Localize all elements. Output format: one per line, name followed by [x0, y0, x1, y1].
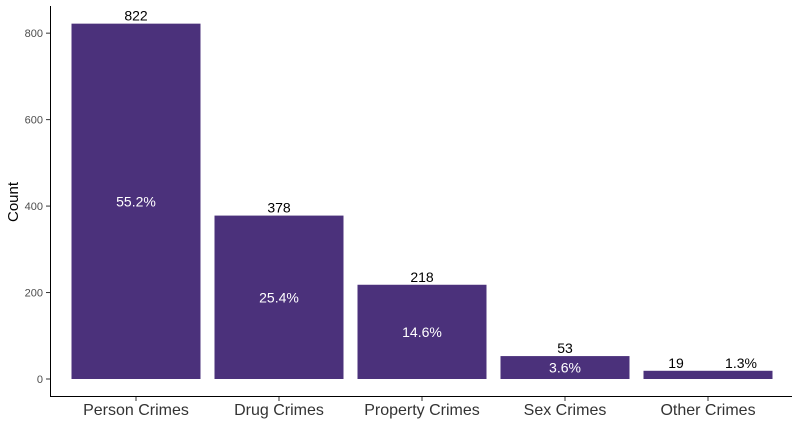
- bar-percent-label: 1.3%: [725, 355, 757, 371]
- x-tick-label: Drug Crimes: [234, 402, 324, 419]
- y-axis-title: Count: [5, 181, 22, 222]
- bar: [71, 23, 201, 379]
- x-axis-ticks: Person Crimes Drug Crimes Property Crimes S…: [83, 397, 756, 419]
- bar-count-label: 53: [557, 340, 573, 356]
- bar: [357, 284, 487, 379]
- x-tick-label: Sex Crimes: [524, 402, 607, 419]
- y-tick-label: 600: [25, 115, 43, 127]
- y-tick-label: 400: [25, 201, 43, 213]
- y-tick-label: 200: [25, 288, 43, 300]
- bar-count-label: 19: [668, 355, 684, 371]
- x-tick-label: Person Crimes: [83, 402, 189, 419]
- bar-count-label: 218: [410, 269, 434, 285]
- x-tick-label: Property Crimes: [364, 402, 480, 419]
- y-axis-ticks: 0 200 400 600 800: [25, 28, 50, 386]
- bar-percent-label: 3.6%: [549, 360, 581, 376]
- bars-group: [71, 23, 773, 379]
- bar-count-label: 378: [267, 200, 291, 216]
- bar-count-label: 822: [124, 8, 148, 24]
- x-tick-label: Other Crimes: [660, 402, 755, 419]
- y-tick-label: 0: [37, 374, 43, 386]
- bar-percent-label: 55.2%: [116, 193, 156, 209]
- bar: [214, 215, 344, 379]
- count-labels-group: 822 378 218 53 19: [124, 8, 684, 371]
- bar-percent-label: 14.6%: [402, 324, 442, 340]
- y-tick-label: 800: [25, 28, 43, 40]
- bar-percent-label: 25.4%: [259, 289, 299, 305]
- bar: [500, 356, 630, 379]
- bar: [643, 370, 773, 379]
- percent-labels-group: 55.2% 25.4% 14.6% 3.6% 1.3%: [116, 193, 757, 375]
